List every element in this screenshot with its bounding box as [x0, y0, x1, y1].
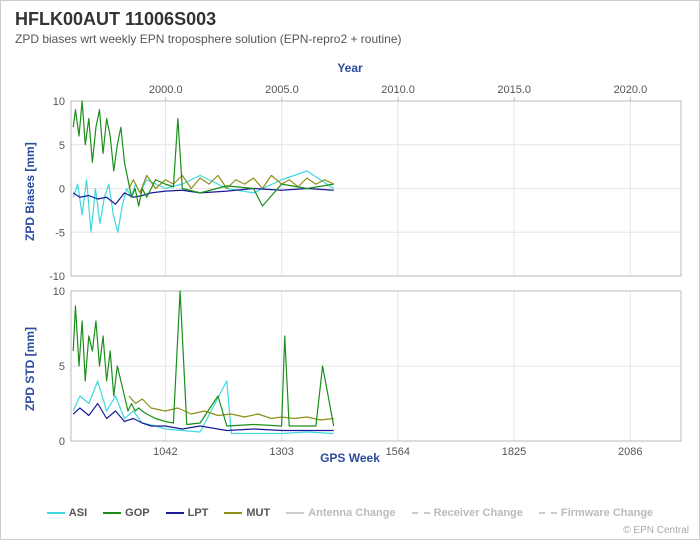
- svg-text:5: 5: [59, 140, 65, 152]
- legend-item-antenna-change[interactable]: Antenna Change: [286, 507, 395, 519]
- svg-text:0: 0: [59, 184, 65, 196]
- legend-swatch: [286, 512, 304, 514]
- plot-svg: -10 -5 0 5 10 0 5 10 1042 1303 1564 1825 2086 2000.0 2…: [1, 1, 700, 471]
- footer-credit: © EPN Central: [623, 525, 689, 536]
- legend-label: Antenna Change: [308, 507, 395, 519]
- legend-item-gop[interactable]: GOP: [103, 507, 149, 519]
- svg-text:1825: 1825: [502, 446, 526, 458]
- legend-swatch: [412, 512, 430, 514]
- svg-text:-5: -5: [55, 227, 65, 239]
- legend-item-firmware-change[interactable]: Firmware Change: [539, 507, 653, 519]
- chart-container: HFLK00AUT 11006S003 ZPD biases wrt weekl…: [0, 0, 700, 540]
- svg-text:2010.0: 2010.0: [381, 84, 415, 96]
- legend: ASI GOP LPT MUT Antenna Change Receiver Chang…: [1, 507, 699, 521]
- legend-item-mut[interactable]: MUT: [224, 507, 270, 519]
- svg-text:1564: 1564: [386, 446, 410, 458]
- svg-text:0: 0: [59, 436, 65, 448]
- svg-text:2020.0: 2020.0: [614, 84, 648, 96]
- legend-label: LPT: [188, 507, 209, 519]
- svg-text:1303: 1303: [269, 446, 293, 458]
- legend-item-receiver-change[interactable]: Receiver Change: [412, 507, 523, 519]
- legend-item-asi[interactable]: ASI: [47, 507, 87, 519]
- svg-text:10: 10: [53, 286, 65, 298]
- legend-label: ASI: [69, 507, 87, 519]
- legend-swatch: [539, 512, 557, 514]
- legend-label: Receiver Change: [434, 507, 523, 519]
- svg-text:5: 5: [59, 361, 65, 373]
- legend-item-lpt[interactable]: LPT: [166, 507, 209, 519]
- legend-swatch: [224, 512, 242, 514]
- svg-text:2015.0: 2015.0: [497, 84, 531, 96]
- svg-text:2086: 2086: [618, 446, 642, 458]
- legend-swatch: [47, 512, 65, 514]
- svg-text:-10: -10: [49, 271, 65, 283]
- legend-label: GOP: [125, 507, 149, 519]
- svg-text:2005.0: 2005.0: [265, 84, 299, 96]
- legend-label: Firmware Change: [561, 507, 653, 519]
- svg-text:1042: 1042: [153, 446, 177, 458]
- legend-swatch: [166, 512, 184, 514]
- legend-swatch: [103, 512, 121, 514]
- svg-text:10: 10: [53, 96, 65, 108]
- svg-text:2000.0: 2000.0: [149, 84, 183, 96]
- legend-label: MUT: [246, 507, 270, 519]
